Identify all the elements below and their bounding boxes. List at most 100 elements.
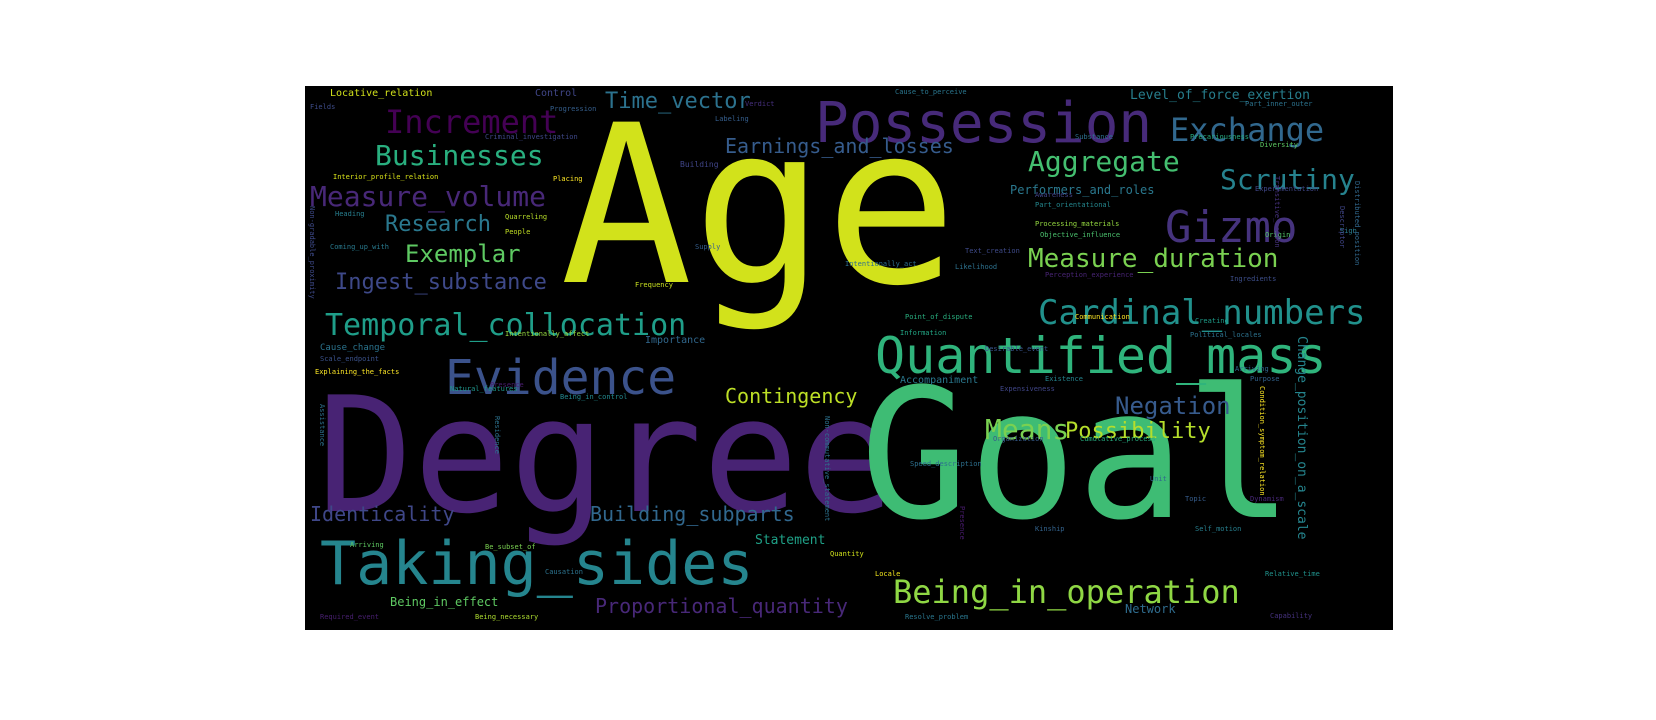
word-cloud-word: Cumulative_process — [1080, 435, 1156, 443]
word-cloud-word: Verdict — [745, 100, 775, 108]
word-cloud-word: Coming_up_with — [330, 243, 390, 251]
word-cloud-word: Resolve_problem — [905, 613, 969, 621]
word-cloud-word: Interior_profile_relation — [333, 173, 439, 181]
word-cloud-word: Substance — [1075, 133, 1113, 141]
word-cloud-word: Quantity — [830, 550, 864, 558]
word-cloud-word: Cardinal_numbers — [1038, 293, 1366, 333]
word-cloud-word: Processing_materials — [1035, 220, 1120, 228]
word-cloud-word: Precariousness — [1190, 133, 1250, 141]
word-cloud-word: Natural_features — [450, 385, 518, 393]
word-cloud-word: Research — [385, 212, 491, 237]
word-cloud-word: People — [505, 228, 531, 236]
word-cloud-word: Progression — [550, 105, 597, 113]
word-cloud-word: Control — [535, 88, 578, 99]
word-cloud-word: Heading — [335, 210, 365, 218]
word-cloud-word: Origin — [1265, 231, 1291, 239]
word-cloud-word: Sign — [1340, 227, 1357, 235]
word-cloud-word: Possession — [815, 91, 1153, 156]
word-cloud-word: Likelihood — [955, 263, 998, 271]
word-cloud-word: Relative_time — [1265, 570, 1320, 578]
word-cloud-word: Assistance — [318, 404, 326, 447]
word-cloud-word: Dynamism — [1250, 495, 1284, 503]
word-cloud-word: Non-commutative_statement — [823, 416, 831, 522]
word-cloud-word: Objective_influence — [1040, 231, 1121, 239]
word-cloud-word: Presence — [958, 506, 966, 540]
word-cloud-word: Measure_duration — [1028, 244, 1279, 274]
word-cloud-word: Part_orientational — [1035, 201, 1111, 209]
word-cloud-word: Presence — [490, 381, 524, 389]
word-cloud-word: Cause_change — [320, 343, 386, 353]
word-cloud-word: Evidence — [445, 350, 677, 406]
word-cloud-word: Ingredients — [1230, 275, 1277, 283]
word-cloud-word: Being_necessary — [475, 613, 539, 621]
word-cloud-word: Organization — [993, 435, 1044, 443]
word-cloud-word: Businesses — [375, 139, 544, 172]
word-cloud-word: Desirable_event — [985, 345, 1049, 353]
word-cloud-word: Fields — [310, 103, 336, 111]
word-cloud-word: Required_event — [320, 613, 380, 621]
word-cloud-word: Goal — [860, 351, 1294, 560]
word-cloud-word: Arriving — [350, 541, 384, 549]
word-cloud-word: Quarreling — [505, 213, 548, 221]
word-cloud-word: Time_vector — [605, 89, 751, 114]
word-cloud-word: Be_subset_of — [485, 543, 536, 551]
word-cloud-word: Purpose — [1250, 375, 1280, 383]
word-cloud-word: Transitive_action — [1273, 176, 1281, 248]
word-cloud-word: Network — [1125, 602, 1176, 616]
word-cloud-word: Accompaniment — [900, 375, 979, 386]
word-cloud-word: Communication — [1075, 313, 1130, 321]
word-cloud-canvas: Age Degree Goal Possession Quantified_mass Ta… — [305, 86, 1393, 630]
word-cloud-word: Political_locales — [1190, 331, 1262, 339]
word-cloud-word: Change_position_on_a_scale — [1294, 336, 1309, 540]
word-cloud-word: Possibility — [1065, 419, 1211, 444]
word-cloud-word: Speed_description — [910, 460, 982, 468]
word-cloud-word: Locale — [875, 570, 901, 578]
word-cloud-word: Identicality — [310, 502, 455, 526]
word-cloud-word: Awareness — [1035, 191, 1073, 199]
word-cloud-word: Capability — [1270, 612, 1313, 620]
word-cloud-word: Cause_to_perceive — [895, 88, 967, 96]
word-cloud-word: Arriving — [1235, 365, 1269, 373]
word-cloud-word: Kinship — [1035, 525, 1065, 533]
word-cloud-word: Non-gradable_proximity — [308, 206, 316, 299]
word-cloud-word: Gizmo — [1165, 202, 1298, 253]
word-cloud-word: Part_inner_outer — [1245, 100, 1313, 108]
word-cloud-word: Criminal_investigation — [485, 133, 578, 141]
word-cloud-word: Performers_and_roles — [1010, 183, 1155, 197]
word-cloud-word: Topic — [1185, 495, 1207, 503]
word-cloud-word: Exchange — [1170, 111, 1325, 149]
word-cloud-word: Frequency — [635, 281, 673, 289]
word-cloud-word: Existence — [1045, 375, 1083, 383]
word-cloud-word: Causation — [545, 568, 583, 576]
word-cloud-word: Intentionally_act — [845, 260, 917, 268]
word-cloud-word: Increment — [385, 103, 559, 141]
word-cloud-word: Temporal_collocation — [325, 308, 687, 343]
word-cloud-word: Distributed_position — [1353, 181, 1361, 266]
word-cloud-word: Aggregate — [1028, 145, 1180, 178]
word-cloud-word: Labeling — [715, 115, 749, 123]
word-cloud-word: Being_in_effect — [390, 595, 499, 609]
word-cloud-word: Degree — [317, 362, 895, 549]
word-cloud-word: Diversity — [1260, 141, 1298, 149]
word-cloud-word: Scrutiny — [1220, 163, 1355, 196]
word-cloud-word: Means — [985, 413, 1070, 446]
word-cloud-word: Intentionally_affect — [505, 330, 590, 338]
word-cloud-word: Scale_endpoint — [320, 355, 380, 363]
word-cloud-word: Level_of_force_exertion — [1130, 88, 1311, 103]
word-cloud-word: Contingency — [725, 384, 858, 408]
word-cloud-word: Being_in_operation — [893, 573, 1240, 611]
word-cloud-word: Taking_sides — [320, 529, 754, 599]
word-cloud-word: Condition_symptom_relation — [1258, 386, 1266, 496]
word-cloud-word: Creating — [1195, 317, 1229, 325]
word-cloud-word: Supply — [695, 243, 721, 251]
word-cloud-word: Ingest_substance — [335, 270, 547, 295]
word-cloud-word: Self_motion — [1195, 525, 1242, 533]
word-cloud-word: Importance — [645, 335, 706, 346]
word-cloud-word: Age — [560, 86, 958, 334]
word-cloud-word: Proportional_quantity — [595, 594, 848, 618]
word-cloud-word: Statement — [755, 533, 826, 548]
word-cloud-word: Exemplar — [405, 240, 521, 268]
word-cloud-word: Information — [900, 329, 947, 337]
word-cloud-word: Measure_volume — [310, 180, 547, 213]
word-cloud-word: Point_of_dispute — [905, 313, 973, 321]
